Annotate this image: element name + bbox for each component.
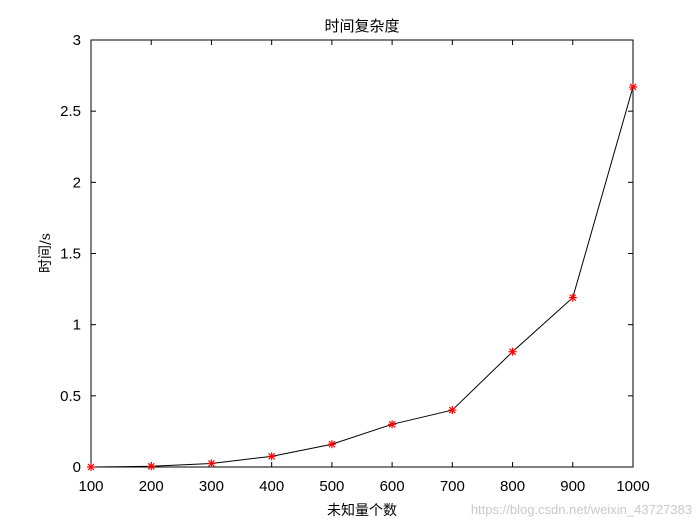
watermark-text: https://blog.csdn.net/weixin_43727383: [470, 502, 692, 517]
x-tick-label: 100: [78, 478, 103, 495]
data-point-marker: [327, 440, 336, 449]
series-line: [90, 86, 634, 468]
y-tick-label: 0.5: [60, 388, 81, 405]
y-tick-label: 2.5: [60, 103, 81, 120]
chart-title: 时间复杂度: [324, 17, 399, 35]
x-tick-label: 500: [319, 478, 344, 495]
y-tick-label: 0: [73, 459, 81, 476]
y-tick-label: 3: [73, 32, 81, 49]
data-point-marker: [508, 347, 517, 356]
data-point-marker: [629, 82, 637, 91]
x-tick-label: 400: [259, 478, 284, 495]
x-tick-label: 700: [440, 478, 465, 495]
data-point-marker: [267, 452, 276, 461]
x-tick-label: 800: [500, 478, 525, 495]
x-tick-label: 200: [139, 478, 164, 495]
y-tick-label: 1: [73, 317, 81, 334]
tick-labels: 100 200 300 400 500 600 700 800 900 1000 0 0.5 1 1.5 2…: [60, 32, 650, 495]
axis-ticks: [90, 39, 634, 468]
data-point-marker: [207, 459, 216, 468]
x-tick-label: 900: [560, 478, 585, 495]
data-point-marker: [87, 463, 95, 471]
data-point-marker: [568, 293, 577, 302]
x-tick-label: 1000: [616, 478, 649, 495]
series: [87, 82, 637, 471]
data-point-marker: [448, 406, 457, 415]
x-tick-label: 300: [199, 478, 224, 495]
y-tick-label: 1.5: [60, 246, 81, 263]
y-axis-label: 时间/s: [38, 233, 54, 273]
x-axis-label: 未知量个数: [327, 502, 397, 519]
data-point-marker: [147, 462, 156, 471]
y-tick-label: 2: [73, 174, 81, 191]
x-tick-label: 600: [380, 478, 405, 495]
data-point-marker: [388, 420, 397, 429]
